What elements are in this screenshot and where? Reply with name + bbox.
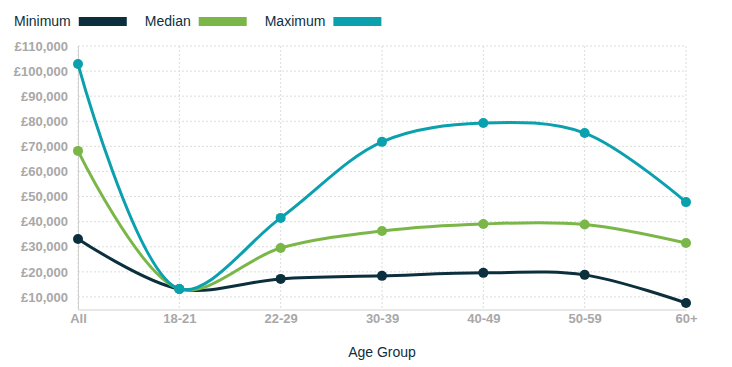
chart: £10,000 £20,000 £30,000 £40,000 £50,000 £60,0… [0, 0, 732, 367]
x-axis: All 18-21 22-29 30-39 40-49 50-59 60+ [70, 310, 698, 326]
y-tick: £80,000 [21, 114, 78, 129]
series-marker [377, 226, 387, 236]
y-tick-label: £70,000 [21, 139, 68, 154]
plot-area [73, 59, 691, 308]
x-tick-label: 18-21 [163, 311, 196, 326]
y-tick-label: £80,000 [21, 114, 68, 129]
legend: Minimum Median Maximum [14, 13, 381, 29]
series-marker [276, 274, 286, 284]
y-tick-label: £30,000 [21, 239, 68, 254]
y-tick: £20,000 [21, 265, 78, 280]
x-tick: 22-29 [265, 310, 298, 326]
series-marker [174, 284, 184, 294]
series-marker [377, 137, 387, 147]
y-tick: £30,000 [21, 239, 78, 254]
x-tick: 40-49 [467, 310, 500, 326]
legend-swatch [333, 17, 381, 26]
x-tick: 30-39 [366, 310, 399, 326]
grid-line-y [78, 296, 686, 297]
x-tick: 18-21 [163, 310, 196, 326]
x-tick-label: 22-29 [265, 311, 298, 326]
grid-line-y [78, 196, 686, 197]
y-tick: £100,000 [14, 64, 78, 79]
grid-line-x [382, 46, 383, 310]
y-tick-label: £100,000 [14, 64, 68, 79]
grid-line-y [78, 121, 686, 122]
series-marker [73, 234, 83, 244]
series-marker [377, 271, 387, 281]
y-tick: £60,000 [21, 164, 78, 179]
y-tick: £50,000 [21, 189, 78, 204]
x-tick-label: All [70, 311, 87, 326]
grid-line-x [179, 46, 180, 310]
grid-line-x [686, 46, 687, 310]
series-marker [580, 219, 590, 229]
y-tick-label: £90,000 [21, 89, 68, 104]
series-marker [580, 128, 590, 138]
series-marker [681, 238, 691, 248]
series-marker [73, 146, 83, 156]
x-tick-label: 60+ [675, 311, 697, 326]
series-marker [478, 118, 488, 128]
legend-label: Median [145, 13, 191, 29]
legend-swatch [79, 17, 127, 26]
grid-line-x [78, 46, 79, 310]
series-marker [73, 59, 83, 69]
grid [78, 46, 686, 310]
series-marker [174, 284, 184, 294]
y-tick-label: £60,000 [21, 164, 68, 179]
y-axis-line [78, 47, 79, 311]
legend-label: Minimum [14, 13, 71, 29]
series-marker [276, 213, 286, 223]
x-tick-label: 30-39 [366, 311, 399, 326]
y-tick: £70,000 [21, 139, 78, 154]
legend-label: Maximum [265, 13, 326, 29]
series-marker [580, 270, 590, 280]
y-axis: £10,000 £20,000 £30,000 £40,000 £50,000 £60,0… [14, 39, 79, 310]
series-marker [681, 298, 691, 308]
y-tick-label: £50,000 [21, 189, 68, 204]
y-tick-label: £10,000 [21, 290, 68, 305]
y-tick: £40,000 [21, 214, 78, 229]
x-tick-label: 50-59 [569, 311, 602, 326]
series-marker [478, 219, 488, 229]
x-axis-title: Age Group [348, 344, 416, 360]
x-tick: All [70, 310, 87, 326]
x-tick: 60+ [675, 310, 697, 326]
y-tick: £90,000 [21, 89, 78, 104]
legend-swatch [199, 17, 247, 26]
series-line [78, 64, 686, 290]
x-tick: 50-59 [569, 310, 602, 326]
y-tick-label: £110,000 [14, 39, 68, 54]
series-marker [174, 284, 184, 294]
y-tick: £10,000 [21, 290, 78, 305]
series-marker [681, 197, 691, 207]
series-marker [276, 243, 286, 253]
x-tick-label: 40-49 [467, 311, 500, 326]
series-line [78, 239, 686, 303]
series-line [78, 151, 686, 290]
y-tick-label: £40,000 [21, 214, 68, 229]
series-marker [478, 268, 488, 278]
grid-line-x [280, 46, 281, 310]
y-tick: £110,000 [14, 39, 78, 54]
y-tick-label: £20,000 [21, 265, 68, 280]
